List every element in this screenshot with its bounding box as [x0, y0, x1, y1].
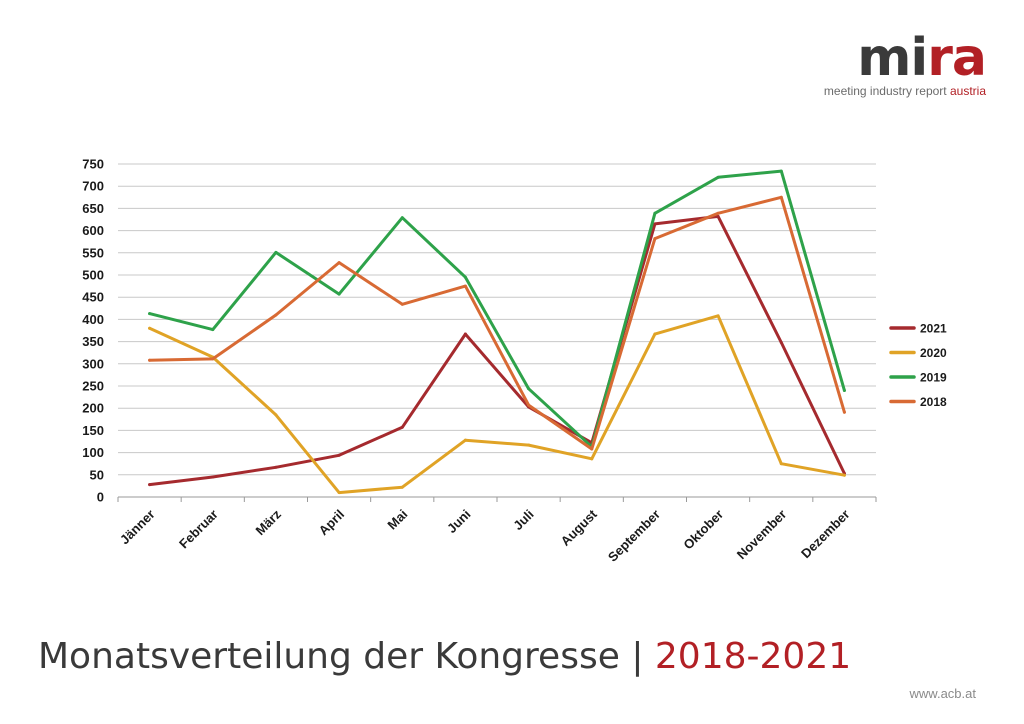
- data-point: [400, 425, 404, 429]
- line-chart: 0 50 100 150 200 250 300 350 400 450 500 550 600 650 7…: [82, 157, 947, 565]
- chart-title-main: Monatsverteilung der Kongresse: [38, 636, 620, 677]
- data-point: [463, 275, 467, 279]
- data-point: [716, 175, 720, 179]
- legend-label-2018: 2018: [920, 395, 947, 409]
- x-tick-label: Oktober: [680, 507, 726, 553]
- x-tick-label: Juli: [510, 507, 536, 533]
- data-point: [842, 473, 846, 477]
- logo-mark-part2: ra: [927, 28, 987, 88]
- y-tick-label: 750: [82, 157, 104, 172]
- data-point: [779, 195, 783, 199]
- x-tick-label: September: [605, 507, 663, 565]
- data-point: [527, 443, 531, 447]
- data-point: [337, 292, 341, 296]
- logo-mark: mira: [857, 28, 987, 88]
- data-point: [779, 340, 783, 344]
- data-point: [653, 222, 657, 226]
- legend-label-2021: 2021: [920, 322, 947, 336]
- data-point: [337, 491, 341, 495]
- data-point: [716, 211, 720, 215]
- y-tick-label: 550: [82, 245, 104, 260]
- data-point: [527, 387, 531, 391]
- data-point: [400, 302, 404, 306]
- series-line-2019: [148, 169, 846, 449]
- x-tick-label: Februar: [176, 507, 221, 552]
- y-tick-label: 400: [82, 312, 104, 327]
- logo-tagline: meeting industry report austria: [824, 84, 986, 98]
- data-point: [716, 214, 720, 218]
- y-tick-label: 50: [90, 467, 104, 482]
- series-line-2021: [148, 214, 846, 487]
- data-point: [148, 483, 152, 487]
- data-point: [716, 314, 720, 318]
- series-line-2018: [148, 195, 846, 451]
- x-axis: Jänner Februar März April Mai Juni Juli August S…: [117, 496, 877, 565]
- data-point: [274, 250, 278, 254]
- data-point: [653, 332, 657, 336]
- data-point: [842, 410, 846, 414]
- x-tick-label: November: [734, 507, 790, 563]
- y-tick-label: 100: [82, 445, 104, 460]
- legend-label-2020: 2020: [920, 346, 947, 360]
- x-tick-label: Jänner: [117, 507, 158, 548]
- data-point: [590, 447, 594, 451]
- logo-mark-part1: mi: [857, 28, 928, 88]
- data-point: [148, 358, 152, 362]
- x-tick-label: März: [252, 506, 284, 538]
- series-line-2020: [148, 314, 846, 495]
- data-point: [400, 485, 404, 489]
- x-tick-label: August: [558, 506, 601, 549]
- x-tick-label: April: [316, 507, 348, 539]
- data-point: [211, 475, 215, 479]
- data-point: [779, 462, 783, 466]
- data-point: [211, 328, 215, 332]
- mira-logo: mira meeting industry report austria: [800, 30, 990, 102]
- y-tick-label: 300: [82, 356, 104, 371]
- y-tick-label: 650: [82, 201, 104, 216]
- y-tick-label: 600: [82, 223, 104, 238]
- data-point: [148, 312, 152, 316]
- data-point: [779, 169, 783, 173]
- y-axis: 0 50 100 150 200 250 300 350 400 450 500 550 600 650 7…: [82, 157, 104, 505]
- data-point: [590, 457, 594, 461]
- chart-grid: [118, 163, 876, 476]
- data-point: [400, 216, 404, 220]
- data-point: [148, 326, 152, 330]
- data-point: [653, 211, 657, 215]
- data-point: [337, 261, 341, 265]
- y-tick-label: 350: [82, 334, 104, 349]
- y-tick-label: 450: [82, 290, 104, 305]
- logo-tagline-part2: austria: [949, 84, 986, 98]
- footer-url: www.acb.at: [909, 686, 976, 701]
- x-tick-label: Dezember: [798, 507, 853, 562]
- x-tick-label: Juni: [444, 507, 474, 537]
- data-point: [842, 388, 846, 392]
- data-point: [653, 237, 657, 241]
- chart-series: [148, 169, 846, 495]
- y-tick-label: 150: [82, 423, 104, 438]
- logo-tagline-part1: meeting industry report: [823, 84, 950, 98]
- data-point: [274, 465, 278, 469]
- y-tick-label: 200: [82, 401, 104, 416]
- data-point: [211, 357, 215, 361]
- legend-label-2019: 2019: [920, 371, 947, 385]
- data-point: [463, 284, 467, 288]
- chart-title-separator: |: [631, 636, 644, 677]
- data-point: [274, 313, 278, 317]
- data-point: [527, 403, 531, 407]
- data-point: [463, 332, 467, 336]
- y-tick-label: 0: [97, 490, 104, 505]
- chart-title-years: 2018-2021: [654, 636, 852, 677]
- chart-title: Monatsverteilung der Kongresse | 2018-20…: [38, 636, 851, 677]
- y-tick-label: 700: [82, 179, 104, 194]
- data-point: [274, 413, 278, 417]
- y-tick-label: 500: [82, 268, 104, 283]
- x-tick-label: Mai: [384, 507, 410, 533]
- y-tick-label: 250: [82, 379, 104, 394]
- chart-legend: 2021 2020 2019 2018: [889, 322, 947, 409]
- data-point: [337, 453, 341, 457]
- data-point: [463, 438, 467, 442]
